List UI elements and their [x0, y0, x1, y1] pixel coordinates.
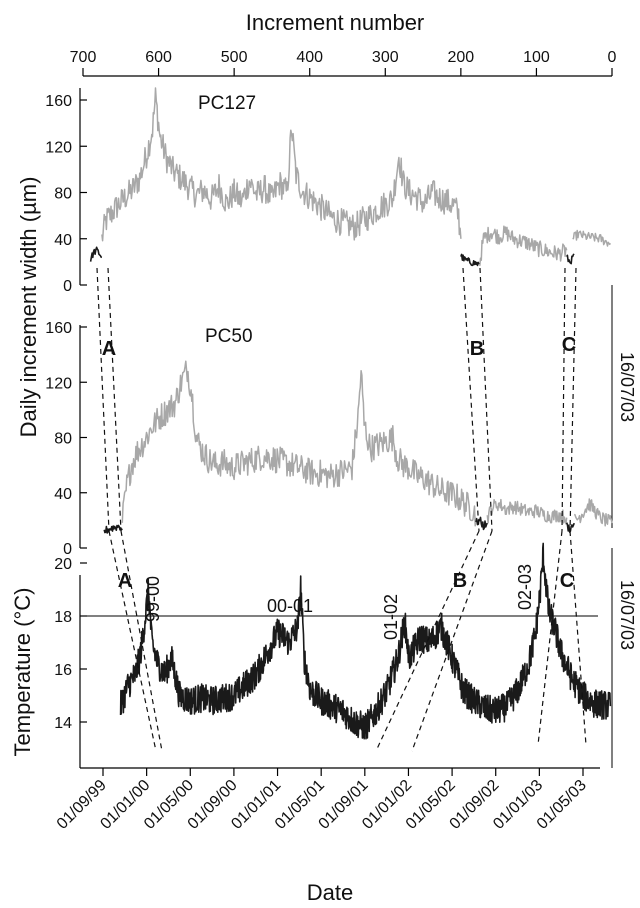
temperature-axis-title: Temperature (°C)	[10, 588, 35, 757]
letter-annotation: B	[470, 338, 484, 360]
top-tick-label: 200	[448, 49, 475, 66]
top-tick-label: 0	[608, 49, 617, 66]
top-tick-label: 100	[523, 49, 550, 66]
top-tick-label: 700	[70, 49, 97, 66]
season-label: 02-03	[515, 564, 535, 610]
correlation-dash	[107, 267, 122, 532]
y-tick-label: 120	[45, 375, 72, 392]
side-date-label-upper: 16/07/03	[617, 352, 637, 422]
side-date-label-lower: 16/07/03	[617, 580, 637, 650]
temperature-y-ticks: 14 16 18 20	[54, 556, 87, 732]
temperature-tick-label: 16	[54, 662, 72, 679]
season-label: 00-01	[267, 596, 313, 616]
date-axis-ticks: 01/09/9901/01/0001/05/0001/09/0001/01/01…	[54, 768, 590, 833]
top-tick-label: 400	[296, 49, 323, 66]
temperature-tick-label: 20	[54, 556, 72, 573]
y-tick-label: 40	[54, 486, 72, 503]
temperature-tick-label: 14	[54, 715, 72, 732]
increment-series-line	[479, 225, 568, 266]
panel-pc127: 0 40 80 120 160 PC127	[45, 87, 613, 528]
increment-series-line	[565, 253, 575, 265]
correlation-dash	[462, 267, 480, 532]
panel-pc127-y-ticks: 0 40 80 120 160	[45, 93, 87, 295]
y-tick-label: 0	[63, 278, 72, 295]
increment-series-line	[572, 229, 612, 247]
correlation-dashed-lines	[96, 267, 587, 752]
panel-pc50-label: PC50	[205, 326, 253, 347]
top-tick-label: 600	[145, 49, 172, 66]
panel-temperature: Temperature (°C) 14 16 18 20 99-00 00-01 01-0…	[10, 542, 612, 905]
increment-series-line	[460, 253, 480, 267]
season-label: 01-02	[381, 594, 401, 640]
y-tick-label: 160	[45, 93, 72, 110]
y-tick-label: 0	[63, 541, 72, 558]
date-axis-title: Date	[307, 880, 353, 905]
letter-annotation: C	[562, 334, 576, 356]
panel-pc50: 0 40 80 120 160 PC50	[45, 320, 613, 768]
correlation-dash	[96, 267, 110, 532]
top-tick-label: 300	[372, 49, 399, 66]
top-tick-label: 500	[221, 49, 248, 66]
increment-series-line	[573, 498, 613, 527]
season-labels: 99-00 00-01 01-02 02-03	[143, 564, 535, 640]
y-tick-label: 80	[54, 186, 72, 203]
increment-series-line	[89, 246, 103, 262]
correlation-dash	[411, 530, 493, 752]
panel-pc127-series	[89, 87, 612, 267]
increment-series-line	[103, 524, 123, 534]
letter-annotation: A	[102, 338, 116, 360]
increment-series-line	[475, 516, 489, 531]
letter-annotations: A A B B C C	[102, 334, 576, 592]
y-tick-label: 80	[54, 431, 72, 448]
increment-series-line	[101, 87, 462, 242]
temperature-series	[119, 542, 612, 740]
correlation-dash	[561, 267, 566, 532]
increment-series-line	[486, 498, 568, 525]
correlation-dash	[120, 530, 163, 752]
panel-pc50-series	[103, 360, 613, 534]
temperature-series-line	[119, 542, 612, 740]
correlation-dash	[569, 267, 577, 532]
y-tick-label: 120	[45, 139, 72, 156]
letter-annotation: C	[560, 570, 574, 592]
temperature-tick-label: 18	[54, 609, 72, 626]
letter-annotation: A	[118, 570, 132, 592]
panel-pc50-y-ticks: 0 40 80 120 160	[45, 320, 87, 558]
panel-pc127-label: PC127	[198, 93, 256, 114]
increment-width-axis-title: Daily increment width (µm)	[16, 177, 41, 438]
increment-series-line	[121, 360, 477, 527]
correlation-dash	[569, 530, 587, 746]
season-label: 99-00	[143, 576, 163, 622]
correlation-dash	[375, 530, 480, 752]
letter-annotation: B	[453, 570, 467, 592]
y-tick-label: 160	[45, 320, 72, 337]
top-axis-title: Increment number	[246, 10, 425, 35]
correlation-dash	[108, 530, 157, 752]
y-tick-label: 40	[54, 232, 72, 249]
top-axis: Increment number 700 600 500 400 300 200 100 0	[70, 10, 617, 77]
correlation-dash	[479, 267, 493, 532]
top-axis-ticks: 700 600 500 400 300 200 100 0	[70, 49, 617, 76]
